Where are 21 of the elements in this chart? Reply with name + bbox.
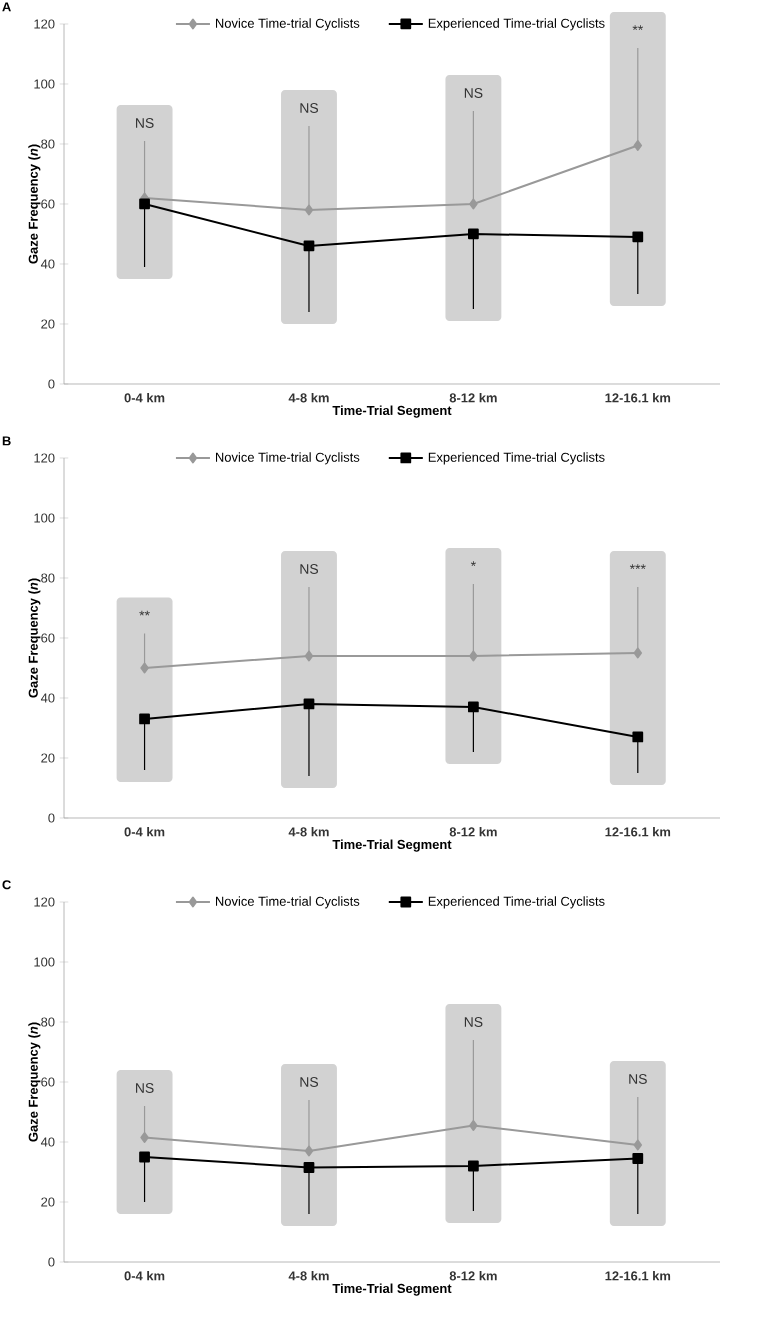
point [633, 647, 643, 659]
point [632, 231, 644, 243]
point [303, 1162, 315, 1173]
point [469, 650, 478, 662]
point [140, 1132, 149, 1143]
point [469, 1120, 478, 1131]
point [633, 140, 643, 151]
point [633, 1139, 643, 1151]
point [632, 731, 644, 743]
point [139, 1151, 150, 1163]
point [304, 204, 314, 216]
point [304, 650, 314, 662]
point [468, 1160, 479, 1172]
point [304, 1145, 314, 1157]
point [468, 228, 479, 240]
point [139, 713, 150, 725]
point [632, 1153, 644, 1164]
point [140, 662, 149, 674]
point [139, 198, 150, 210]
point [469, 198, 478, 210]
point [468, 701, 479, 713]
